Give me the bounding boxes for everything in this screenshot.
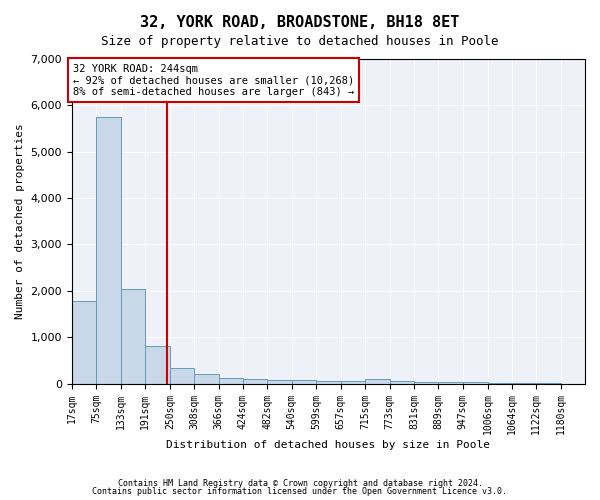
Text: 32 YORK ROAD: 244sqm
← 92% of detached houses are smaller (10,268)
8% of semi-de: 32 YORK ROAD: 244sqm ← 92% of detached h…: [73, 64, 354, 97]
Text: Contains HM Land Registry data © Crown copyright and database right 2024.: Contains HM Land Registry data © Crown c…: [118, 478, 482, 488]
Bar: [389, 382, 414, 384]
Bar: [194, 374, 218, 384]
Y-axis label: Number of detached properties: Number of detached properties: [15, 124, 25, 319]
Bar: [292, 380, 316, 384]
Bar: [72, 301, 96, 384]
Bar: [463, 382, 488, 384]
Bar: [414, 382, 439, 384]
Bar: [243, 380, 268, 384]
Bar: [268, 380, 292, 384]
Bar: [121, 288, 145, 384]
X-axis label: Distribution of detached houses by size in Poole: Distribution of detached houses by size …: [166, 440, 490, 450]
Bar: [341, 381, 365, 384]
Text: Size of property relative to detached houses in Poole: Size of property relative to detached ho…: [101, 35, 499, 48]
Bar: [488, 382, 512, 384]
Bar: [96, 117, 121, 384]
Bar: [170, 368, 194, 384]
Bar: [365, 379, 389, 384]
Bar: [316, 381, 341, 384]
Bar: [145, 346, 170, 384]
Text: Contains public sector information licensed under the Open Government Licence v3: Contains public sector information licen…: [92, 487, 508, 496]
Bar: [218, 378, 243, 384]
Text: 32, YORK ROAD, BROADSTONE, BH18 8ET: 32, YORK ROAD, BROADSTONE, BH18 8ET: [140, 15, 460, 30]
Bar: [439, 382, 463, 384]
Bar: [512, 383, 536, 384]
